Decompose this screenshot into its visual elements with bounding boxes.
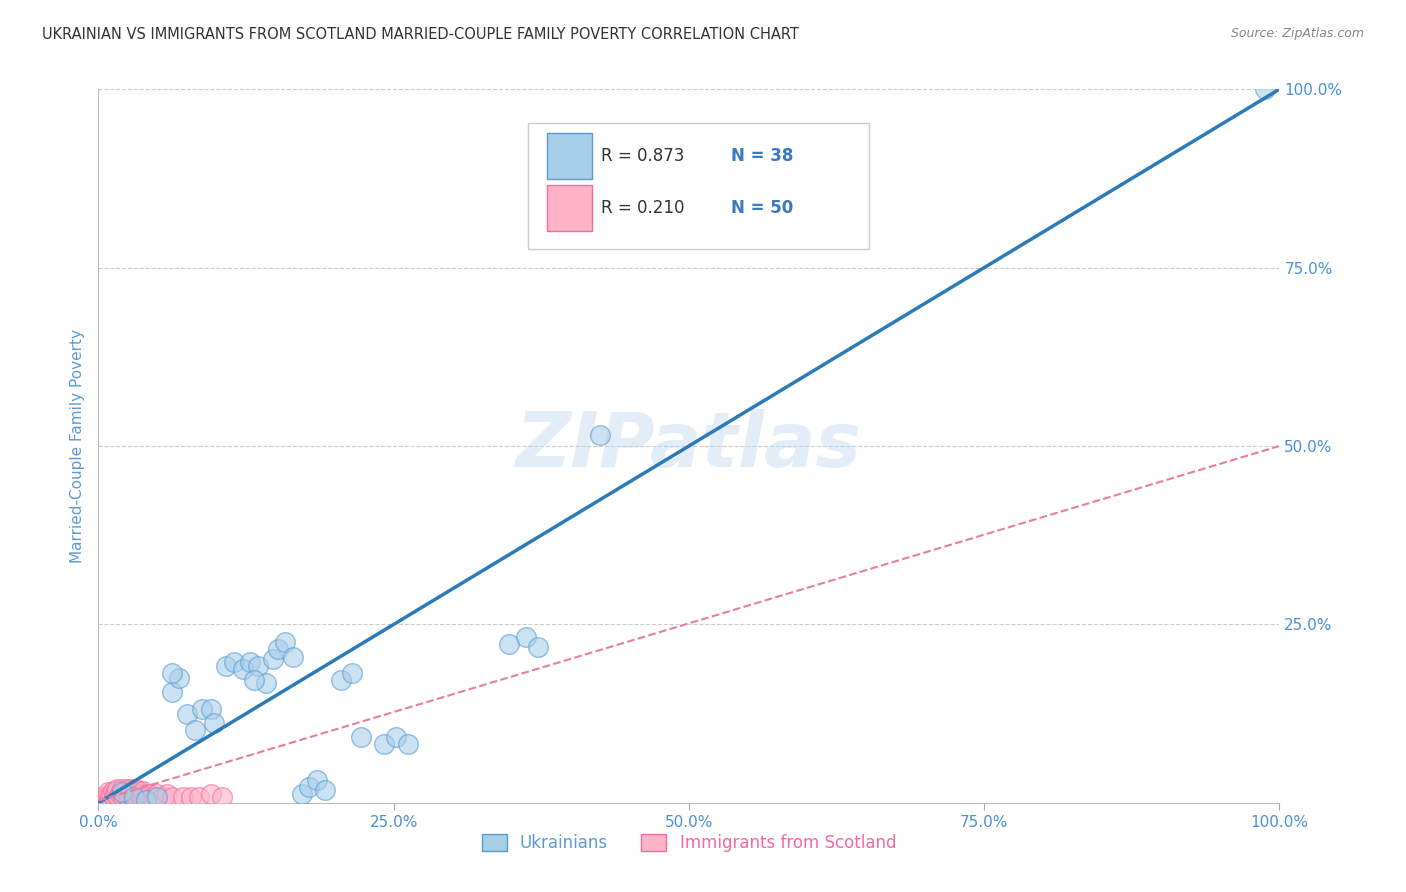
Point	[122, 787, 145, 801]
Point	[127, 790, 149, 805]
Point	[143, 790, 166, 805]
Point	[262, 651, 284, 665]
Point	[141, 790, 163, 805]
Point	[200, 787, 222, 801]
Text: ZIPatlas: ZIPatlas	[516, 409, 862, 483]
Point	[385, 730, 408, 744]
Point	[97, 785, 120, 799]
Point	[146, 790, 169, 805]
Point	[290, 787, 312, 801]
Point	[1254, 82, 1277, 96]
Point	[342, 665, 364, 680]
Y-axis label: Married-Couple Family Poverty: Married-Couple Family Poverty	[69, 329, 84, 563]
Point	[108, 787, 131, 801]
Point	[246, 658, 269, 673]
Point	[107, 790, 129, 805]
Point	[114, 784, 136, 798]
Point	[298, 780, 321, 794]
Point	[91, 790, 114, 805]
Point	[243, 673, 266, 687]
Point	[105, 784, 128, 798]
Point	[526, 640, 548, 655]
Point	[283, 649, 305, 664]
Point	[396, 737, 419, 751]
Text: R = 0.873: R = 0.873	[600, 146, 685, 165]
Point	[111, 785, 134, 799]
Point	[100, 787, 122, 801]
Point	[191, 701, 214, 715]
Point	[224, 655, 246, 669]
Point	[267, 642, 290, 657]
Point	[135, 793, 157, 807]
Point	[167, 671, 190, 685]
Legend: Ukrainians, Immigrants from Scotland: Ukrainians, Immigrants from Scotland	[475, 827, 903, 859]
Point	[103, 790, 125, 805]
Point	[176, 706, 198, 721]
Text: N = 38: N = 38	[731, 146, 794, 165]
Point	[498, 637, 520, 651]
Point	[129, 790, 152, 805]
Point	[118, 787, 141, 801]
Point	[101, 784, 124, 798]
Point	[96, 790, 118, 805]
Point	[124, 784, 146, 798]
Point	[187, 790, 209, 805]
Point	[128, 787, 150, 801]
Point	[180, 790, 202, 805]
Point	[152, 790, 174, 805]
Point	[160, 665, 183, 680]
Point	[104, 787, 127, 801]
Point	[125, 781, 148, 796]
Point	[132, 784, 155, 798]
Point	[135, 790, 157, 805]
Point	[329, 673, 352, 687]
Point	[314, 783, 336, 797]
Point	[122, 790, 145, 805]
Point	[112, 790, 135, 805]
Point	[97, 793, 120, 807]
Point	[110, 784, 132, 798]
Point	[120, 784, 142, 798]
Point	[589, 428, 612, 442]
Point	[131, 787, 153, 801]
Point	[115, 781, 138, 796]
Point	[89, 794, 111, 808]
Point	[105, 781, 128, 796]
Point	[121, 790, 143, 805]
Point	[160, 790, 183, 805]
Point	[146, 787, 169, 801]
Point	[117, 790, 139, 805]
Point	[136, 790, 159, 805]
Point	[373, 737, 395, 751]
Point	[211, 790, 233, 805]
Text: Source: ZipAtlas.com: Source: ZipAtlas.com	[1230, 27, 1364, 40]
Point	[231, 662, 253, 676]
Point	[305, 772, 328, 787]
Point	[121, 781, 143, 796]
Point	[98, 790, 121, 805]
Point	[91, 793, 114, 807]
Point	[349, 730, 371, 744]
Point	[128, 784, 150, 798]
Text: N = 50: N = 50	[731, 199, 794, 218]
Point	[200, 701, 222, 715]
Point	[274, 635, 297, 649]
Point	[184, 723, 207, 737]
Point	[172, 790, 194, 805]
Point	[215, 658, 238, 673]
Point	[112, 787, 135, 801]
Point	[160, 685, 183, 699]
Point	[254, 676, 277, 690]
Point	[202, 715, 225, 730]
Text: R = 0.210: R = 0.210	[600, 199, 685, 218]
Text: UKRAINIAN VS IMMIGRANTS FROM SCOTLAND MARRIED-COUPLE FAMILY POVERTY CORRELATION : UKRAINIAN VS IMMIGRANTS FROM SCOTLAND MA…	[42, 27, 799, 42]
Point	[515, 630, 537, 644]
Point	[156, 787, 179, 801]
Point	[138, 787, 160, 801]
Point	[111, 781, 134, 796]
Point	[135, 787, 157, 801]
Point	[239, 655, 262, 669]
